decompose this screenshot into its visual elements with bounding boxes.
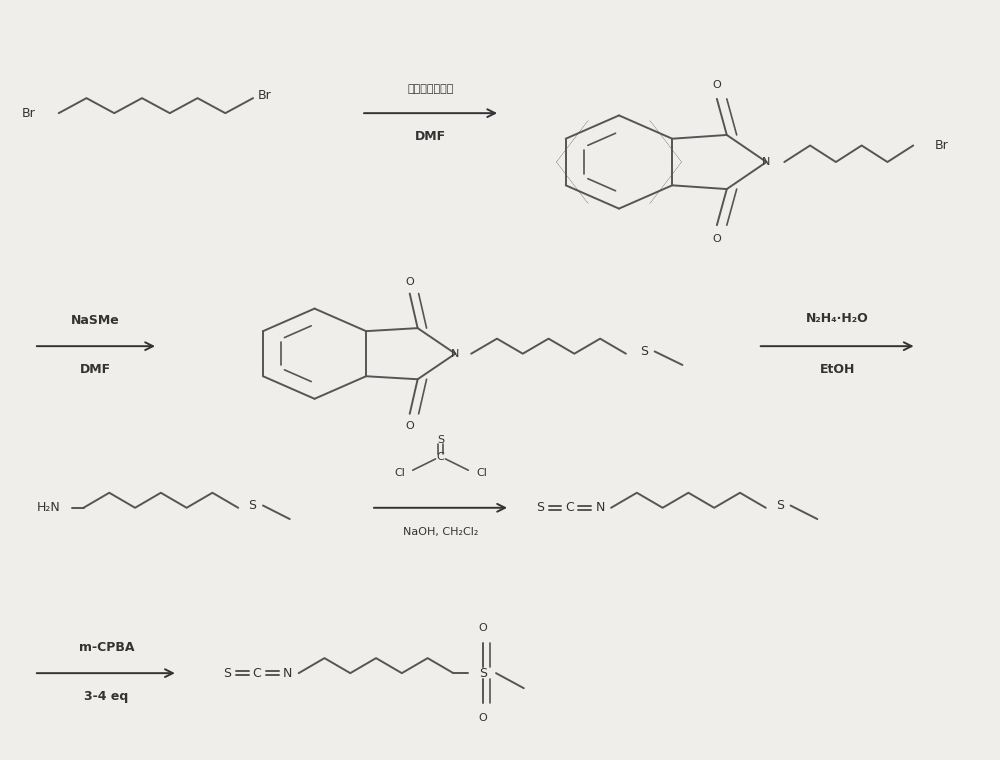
Text: H₂N: H₂N [37,502,61,515]
Text: O: O [479,623,488,633]
Text: C: C [437,451,444,461]
Text: S: S [479,667,487,679]
Polygon shape [558,122,680,202]
Text: S: S [640,345,648,358]
Text: N: N [595,502,605,515]
Text: N: N [451,349,460,359]
Text: S: S [536,502,544,515]
Text: Br: Br [935,139,949,152]
Text: Br: Br [258,90,272,103]
Text: O: O [479,713,488,724]
Text: O: O [712,233,721,244]
Text: NaSMe: NaSMe [71,315,120,328]
Text: C: C [253,667,261,679]
Text: O: O [405,277,414,287]
Text: m-CPBA: m-CPBA [79,641,134,654]
Text: S: S [776,499,784,512]
Text: DMF: DMF [415,130,446,143]
Text: S: S [223,667,231,679]
Text: N₂H₄·H₂O: N₂H₄·H₂O [806,312,869,325]
Text: S: S [248,499,256,512]
Text: Br: Br [22,106,36,119]
Text: S: S [437,435,444,445]
Text: C: C [565,502,574,515]
Text: DMF: DMF [80,363,111,375]
Text: N: N [762,157,771,167]
Text: NaOH, CH₂Cl₂: NaOH, CH₂Cl₂ [403,527,478,537]
Text: N: N [283,667,292,679]
Text: O: O [712,81,721,90]
Text: Cl: Cl [476,468,487,478]
Text: Cl: Cl [394,468,405,478]
Text: 3-4 eq: 3-4 eq [84,689,128,703]
Text: O: O [405,421,414,431]
Text: 邻苯二甲酰亚胺: 邻苯二甲酰亚胺 [407,84,454,94]
Text: EtOH: EtOH [819,363,855,375]
